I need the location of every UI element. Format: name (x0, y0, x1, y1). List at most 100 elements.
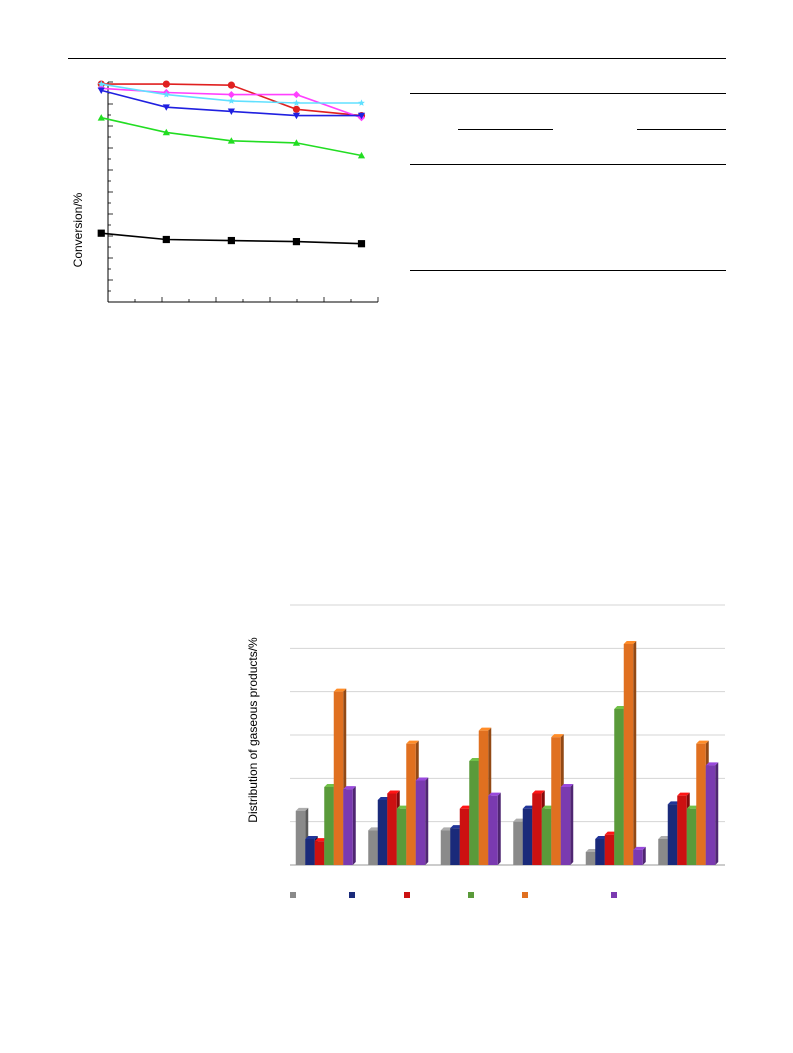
table-group-rule-right (637, 129, 726, 130)
line-point (97, 87, 105, 94)
bar-top (667, 801, 681, 805)
table-bottom-rule (410, 270, 726, 271)
bar-group-1 (295, 688, 356, 865)
line-series-5 (97, 114, 366, 159)
line-point (227, 236, 235, 245)
bar-top (604, 831, 618, 835)
bar (705, 765, 716, 865)
line-point (292, 139, 301, 146)
bar (658, 839, 668, 865)
table-group-rule-left (458, 129, 553, 130)
bar (677, 795, 687, 865)
bar (522, 808, 533, 865)
bar (585, 852, 596, 865)
bar (469, 761, 479, 865)
line-series-3 (97, 80, 365, 106)
bar (478, 730, 489, 865)
bar (623, 644, 634, 865)
bar (295, 810, 306, 865)
bar-top (522, 805, 536, 809)
line-point (357, 240, 366, 248)
bar-top (387, 790, 400, 794)
bar (513, 821, 523, 865)
bar-top (396, 805, 410, 809)
line-point (162, 91, 170, 98)
bar-top (305, 836, 318, 839)
bar-top (343, 786, 356, 790)
bar-top (614, 706, 627, 709)
bar (314, 841, 325, 865)
bar-top (595, 836, 608, 839)
bar-top (377, 797, 391, 800)
bar (396, 808, 407, 865)
line-point (162, 80, 170, 88)
line-point (97, 229, 105, 237)
line-point (227, 108, 235, 115)
bar (415, 780, 426, 865)
line-point (162, 104, 170, 111)
bar-top (314, 838, 328, 842)
bar-side (497, 792, 501, 865)
line-point (227, 137, 235, 144)
bar (560, 787, 571, 865)
legend-swatch-2 (349, 892, 355, 898)
bar (633, 849, 643, 865)
line-point (292, 238, 301, 246)
bar-top (368, 827, 381, 831)
bar (532, 793, 542, 865)
legend-swatch-4 (468, 892, 474, 898)
bar-top (585, 849, 599, 852)
legend-swatch-3 (404, 892, 410, 898)
bar-top (450, 825, 463, 829)
page-header-rule (68, 58, 726, 59)
line-series-4 (97, 87, 366, 120)
line-point (293, 99, 300, 106)
bar-side (570, 784, 574, 865)
bar-top (440, 827, 454, 831)
bar-top (459, 805, 473, 809)
bar-group-4 (513, 734, 574, 865)
line-point (358, 99, 365, 106)
line-point (162, 128, 170, 136)
bar (459, 808, 470, 865)
bar-top (551, 734, 564, 738)
line-point (292, 105, 301, 113)
bar-top (478, 727, 492, 731)
bar-top (658, 836, 671, 839)
bar-top (415, 777, 429, 781)
bar-group-6 (658, 740, 719, 865)
bar (305, 839, 315, 865)
bar (450, 828, 460, 865)
bar-top (469, 758, 482, 761)
bar-side (633, 641, 637, 865)
bar-top (488, 792, 501, 796)
conversion-line-chart: Conversion/% (71, 80, 379, 303)
bar (406, 743, 416, 865)
bar-top (406, 740, 419, 744)
bar-group-2 (368, 740, 429, 865)
line-point (97, 114, 105, 121)
line-chart-ylabel: Conversion/% (71, 192, 85, 267)
bar (614, 709, 624, 865)
bar-side (425, 777, 429, 865)
bar-top (696, 740, 709, 744)
bar-top (686, 805, 700, 809)
bar (696, 743, 706, 865)
bar-top (705, 762, 719, 766)
bar-side (715, 762, 719, 865)
bar-top (513, 818, 526, 822)
bar-top (324, 784, 337, 787)
bar (343, 789, 353, 865)
legend-swatch-6 (611, 892, 617, 898)
bar (488, 795, 498, 865)
bar-top (541, 805, 555, 809)
bar-chart-ylabel: Distribution of gaseous products/% (246, 637, 260, 823)
bar-top (677, 792, 690, 796)
bar-top (623, 641, 637, 644)
bar (595, 839, 605, 865)
line-point (357, 112, 366, 120)
bar (541, 808, 552, 865)
bar (551, 737, 561, 865)
bar (667, 804, 678, 865)
line-point (97, 80, 105, 87)
